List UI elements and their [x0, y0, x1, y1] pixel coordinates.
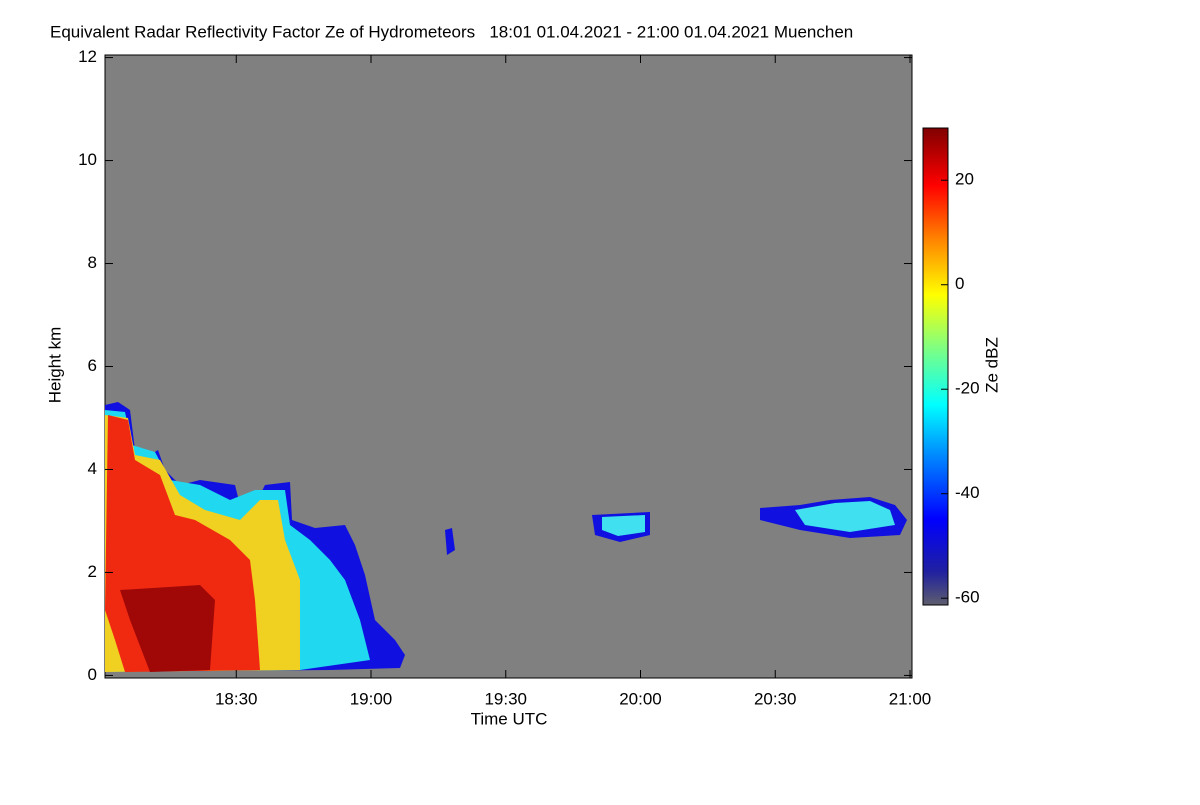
x-axis-label: Time UTC [471, 709, 548, 728]
colorbar-tick-label: -40 [955, 483, 980, 502]
colorbar-tick-label: 20 [955, 170, 974, 189]
y-tick-label: 6 [88, 356, 97, 375]
colorbar-tick-label: -60 [955, 588, 980, 607]
colorbar-tick-label: 0 [955, 274, 964, 293]
echo-region [795, 501, 895, 532]
x-tick-label: 20:00 [619, 689, 662, 708]
y-tick-label: 8 [88, 253, 97, 272]
y-axis-label: Height km [45, 327, 64, 404]
chart-title: Equivalent Radar Reflectivity Factor Ze … [50, 22, 853, 41]
echo-region [445, 528, 455, 555]
colorbar-label: Ze dBZ [982, 337, 1001, 393]
y-tick-label: 12 [78, 47, 97, 66]
echo-region [602, 515, 645, 536]
colorbar-tick-label: -20 [955, 379, 980, 398]
x-tick-label: 19:30 [484, 689, 527, 708]
y-tick-label: 0 [88, 665, 97, 684]
x-tick-label: 18:30 [215, 689, 258, 708]
colorbar [922, 127, 949, 606]
y-tick-label: 4 [88, 459, 97, 478]
x-tick-label: 20:30 [754, 689, 797, 708]
y-tick-label: 2 [88, 562, 97, 581]
y-tick-label: 10 [78, 150, 97, 169]
x-tick-label: 21:00 [889, 689, 932, 708]
echoes [105, 402, 907, 672]
echo-region [120, 585, 215, 672]
x-tick-label: 19:00 [350, 689, 393, 708]
